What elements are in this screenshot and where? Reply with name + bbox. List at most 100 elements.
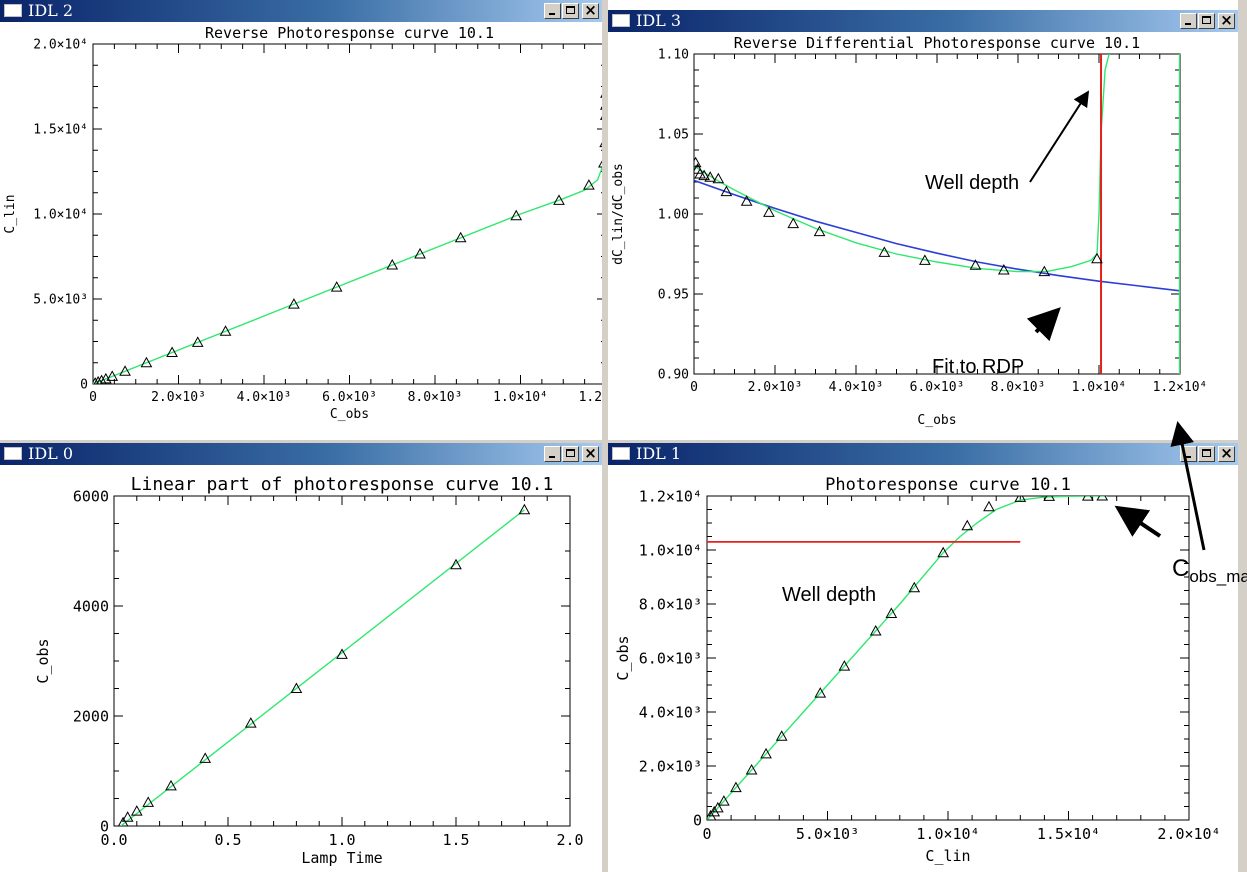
data-point bbox=[1081, 496, 1094, 501]
data-point bbox=[330, 281, 343, 292]
y-tick-label: 1.5×10⁴ bbox=[33, 123, 88, 138]
window-minimize-icon bbox=[549, 13, 555, 15]
y-tick-label: 2000 bbox=[73, 707, 109, 725]
data-point bbox=[191, 336, 204, 347]
maximize-button[interactable] bbox=[562, 446, 579, 462]
close-button[interactable]: × bbox=[1218, 444, 1235, 462]
x-tick-label: 8.0×10³ bbox=[991, 380, 1046, 395]
title-bar[interactable]: IDL 1 × bbox=[608, 443, 1238, 465]
y-tick-label: 1.0×10⁴ bbox=[639, 541, 702, 559]
x-tick-label: 1.0×10⁴ bbox=[1072, 380, 1127, 395]
x-tick-label: 0.0 bbox=[100, 831, 127, 849]
window-border bbox=[0, 438, 1247, 443]
x-tick-label: 4.0×10³ bbox=[237, 390, 292, 405]
close-button[interactable]: × bbox=[582, 1, 599, 19]
maximize-button[interactable] bbox=[1198, 13, 1215, 29]
data-point bbox=[510, 209, 523, 221]
data-point bbox=[454, 231, 467, 243]
maximize-button[interactable] bbox=[1198, 446, 1215, 462]
data-point bbox=[730, 781, 742, 793]
chart-title: Reverse Differential Photoresponse curve… bbox=[734, 34, 1140, 52]
cobs-max-subscript: obs_max bbox=[1189, 567, 1247, 586]
window-close-icon: × bbox=[1220, 444, 1233, 462]
y-tick-label: 1.0×10⁴ bbox=[33, 208, 88, 223]
y-tick-label: 0 bbox=[80, 378, 88, 393]
data-point bbox=[598, 160, 602, 168]
cobs-max-main: C bbox=[1172, 555, 1190, 582]
cobs-max-annotation: Cobs_max bbox=[1172, 555, 1247, 586]
data-point bbox=[288, 298, 300, 309]
x-tick-label: 2.0×10³ bbox=[748, 380, 803, 395]
data-point bbox=[140, 356, 153, 368]
x-tick-label: 1.5 bbox=[442, 831, 469, 849]
data-point bbox=[414, 247, 426, 259]
y-axis-label: C_obs bbox=[614, 635, 632, 680]
y-tick-label: 4000 bbox=[73, 597, 109, 615]
data-point bbox=[119, 365, 131, 376]
window-close-icon: × bbox=[584, 444, 597, 462]
y-axis-label: C_obs bbox=[34, 638, 52, 683]
window-close-icon: × bbox=[584, 1, 597, 19]
window-close-icon: × bbox=[1220, 11, 1233, 29]
window-icon bbox=[4, 4, 22, 17]
chart-title: Linear part of photoresponse curve 10.1 bbox=[131, 474, 554, 495]
window-idl-0: IDL 0 × Linear part of photoresponse cur… bbox=[0, 443, 602, 872]
data-point bbox=[961, 519, 974, 531]
title-bar[interactable]: IDL 0 × bbox=[0, 443, 602, 465]
y-tick-label: 4.0×10³ bbox=[639, 703, 702, 721]
chart-title: Reverse Photoresponse curve 10.1 bbox=[205, 24, 494, 42]
minimize-button[interactable] bbox=[1180, 13, 1197, 29]
y-tick-label: 1.10 bbox=[658, 48, 689, 63]
window-idl-3: IDL 3 × Reverse Differential Photorespon… bbox=[608, 10, 1238, 440]
x-tick-label: 5.0×10³ bbox=[796, 825, 859, 843]
data-point bbox=[130, 805, 143, 816]
title-bar[interactable]: IDL 2 × bbox=[0, 0, 602, 22]
minimize-button[interactable] bbox=[1180, 446, 1197, 462]
plot-frame bbox=[693, 53, 1181, 375]
x-axis-label: C_obs bbox=[330, 407, 369, 422]
x-tick-label: 2.0×10⁴ bbox=[1157, 825, 1220, 843]
data-point bbox=[908, 581, 921, 593]
data-point bbox=[290, 682, 303, 693]
close-button[interactable]: × bbox=[582, 444, 599, 462]
y-tick-label: 1.2×10⁴ bbox=[639, 487, 702, 505]
window-title: IDL 1 bbox=[636, 444, 682, 463]
data-point bbox=[121, 811, 134, 822]
data-point bbox=[740, 195, 753, 206]
plot-area bbox=[93, 94, 602, 384]
data-point bbox=[838, 660, 851, 671]
plot-area bbox=[707, 496, 1109, 820]
data-point bbox=[244, 717, 257, 728]
data-point bbox=[106, 370, 119, 381]
data-point bbox=[983, 500, 995, 512]
data-point bbox=[165, 779, 177, 791]
window-icon bbox=[4, 447, 22, 460]
window-icon bbox=[612, 14, 630, 27]
x-tick-label: 1.0×10⁴ bbox=[916, 825, 979, 843]
plot-area bbox=[117, 503, 531, 826]
y-tick-label: 2.0×10³ bbox=[639, 757, 702, 775]
minimize-button[interactable] bbox=[544, 3, 561, 19]
data-point bbox=[869, 624, 882, 636]
data-point bbox=[386, 258, 399, 270]
title-bar[interactable]: IDL 3 × bbox=[608, 10, 1238, 32]
y-tick-label: 1.00 bbox=[658, 208, 689, 223]
x-tick-label: 1.2×10⁴ bbox=[579, 390, 602, 405]
data-point bbox=[1038, 265, 1051, 277]
maximize-button[interactable] bbox=[562, 3, 579, 19]
fit-to-rdp-annotation: Fit to RDP bbox=[932, 356, 1025, 378]
data-point bbox=[760, 747, 772, 759]
data-point bbox=[745, 764, 758, 775]
y-tick-label: 2.0×10⁴ bbox=[33, 38, 88, 53]
x-tick-label: 1.2×10⁴ bbox=[1153, 380, 1208, 395]
y-tick-label: 5.0×10³ bbox=[33, 293, 88, 308]
data-point bbox=[553, 194, 565, 205]
data-point bbox=[600, 94, 602, 98]
data-point bbox=[775, 730, 788, 741]
minimize-button[interactable] bbox=[544, 446, 561, 462]
data-point bbox=[885, 607, 898, 618]
reverse-differential-photoresponse-chart: Reverse Differential Photoresponse curve… bbox=[611, 34, 1208, 428]
close-button[interactable]: × bbox=[1218, 11, 1235, 29]
data-point bbox=[599, 142, 602, 148]
x-tick-label: 6.0×10³ bbox=[322, 390, 377, 405]
